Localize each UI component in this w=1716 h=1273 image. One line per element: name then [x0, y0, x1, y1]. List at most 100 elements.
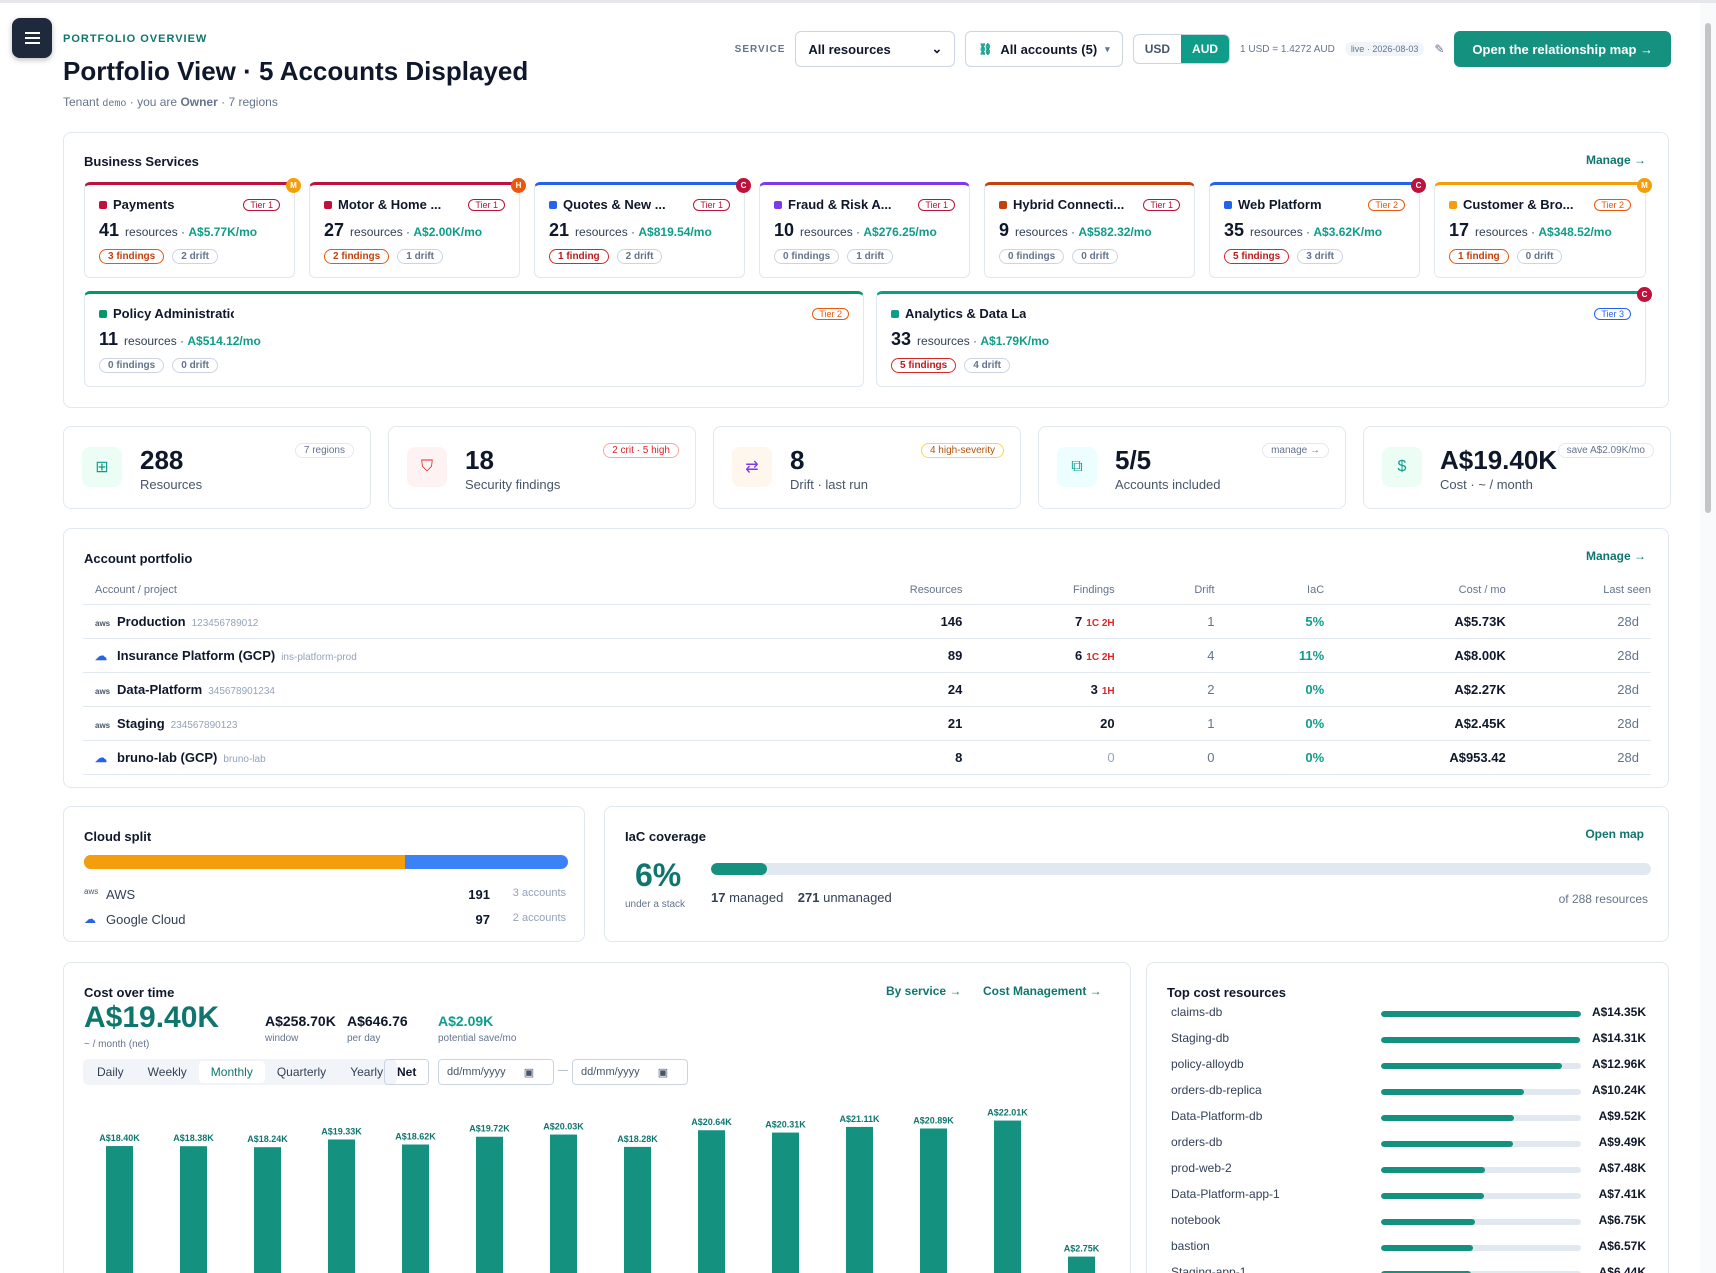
cost-management-link[interactable]: Cost Management →	[983, 984, 1102, 998]
period-tab-weekly[interactable]: Weekly	[147, 1065, 187, 1079]
cost-bar[interactable]	[328, 1139, 355, 1273]
cost-bar[interactable]	[624, 1146, 651, 1273]
open-map-link[interactable]: Open map	[1585, 827, 1644, 841]
by-service-link[interactable]: By service →	[886, 984, 962, 998]
column-header[interactable]: Findings	[962, 576, 1115, 605]
period-tab-daily[interactable]: Daily	[97, 1065, 124, 1079]
cost-bar[interactable]	[846, 1126, 873, 1273]
table-row[interactable]: aws Data-Platform 345678901234 24 3 1H 2 0% A$2.…	[83, 672, 1651, 707]
top-cost-name[interactable]: Data-Platform-app-1	[1171, 1187, 1280, 1201]
service-card[interactable]: Payments Tier 1 41 resources · A$5.77K/mo 3 …	[84, 178, 301, 278]
menu-button[interactable]	[12, 18, 52, 58]
stat-card[interactable]: $ A$19.40K Cost · ~ / month save A$2.09K/mo	[1363, 426, 1671, 509]
account-name[interactable]: Production	[117, 613, 186, 629]
drift-pill[interactable]: 0 drift	[1072, 249, 1119, 264]
top-cost-name[interactable]: bastion	[1171, 1239, 1210, 1253]
table-row[interactable]: ☁ bruno-lab (GCP) bruno-lab 8 0 0 0% A$953.42 28…	[83, 740, 1651, 775]
open-map-button[interactable]: Open the relationship map →	[1454, 31, 1671, 67]
currency-usd[interactable]: USD	[1144, 42, 1171, 56]
cost-bar[interactable]	[920, 1128, 947, 1273]
top-cost-name[interactable]: Data-Platform-db	[1171, 1109, 1263, 1123]
cost-bar[interactable]	[698, 1130, 725, 1273]
cloud-accounts: 3 accounts	[512, 887, 566, 899]
drift-pill[interactable]: 0 drift	[172, 358, 219, 373]
cost-bar[interactable]	[476, 1136, 503, 1273]
start-date-input[interactable]: dd/mm/yyyy ▣	[438, 1059, 554, 1085]
stat-card[interactable]: ⊞ 288 Resources 7 regions	[63, 426, 371, 509]
column-header[interactable]: Drift	[1114, 576, 1215, 605]
service-select[interactable]: All resources ⌄	[795, 31, 956, 67]
cost-bar[interactable]	[180, 1146, 207, 1273]
table-row[interactable]: aws Staging 234567890123 21 20 1 0% A$2.45K 28d	[83, 706, 1651, 741]
column-header[interactable]: Account / project	[83, 576, 871, 605]
drift-pill[interactable]: 1 drift	[847, 249, 894, 264]
cost-bar[interactable]	[402, 1144, 429, 1273]
stat-card[interactable]: ⇄ 8 Drift · last run 4 high-severity	[713, 426, 1021, 509]
findings-pill[interactable]: 0 findings	[99, 358, 165, 373]
accounts-select[interactable]: ⛓ All accounts (5) ▾	[965, 31, 1123, 67]
period-tab-monthly[interactable]: Monthly	[198, 1061, 265, 1083]
drift-pill[interactable]: 3 drift	[1297, 249, 1344, 264]
top-cost-name[interactable]: orders-db	[1171, 1135, 1223, 1149]
cost-bar[interactable]	[994, 1120, 1021, 1273]
column-header[interactable]: Resources	[870, 576, 963, 605]
period-tab-quarterly[interactable]: Quarterly	[276, 1065, 327, 1079]
findings-pill[interactable]: 0 findings	[774, 249, 840, 264]
findings-pill[interactable]: 5 findings	[891, 358, 957, 373]
service-card[interactable]: Quotes & New ... Tier 1 21 resources · A$81…	[534, 178, 751, 278]
service-card[interactable]: Customer & Bro... Tier 2 17 resources · A$3…	[1434, 178, 1652, 278]
cost-bar[interactable]	[772, 1132, 799, 1273]
column-header[interactable]: IaC	[1214, 576, 1325, 605]
top-cost-name[interactable]: Staging-db	[1171, 1031, 1230, 1045]
findings-pill[interactable]: 0 findings	[999, 249, 1065, 264]
service-resources: 33 resources · A$1.79K/mo	[891, 329, 1050, 349]
cost-bar[interactable]	[254, 1147, 281, 1273]
service-card[interactable]: Hybrid Connecti... Tier 1 9 resources · A$5…	[984, 182, 1195, 278]
findings-pill[interactable]: 1 finding	[549, 249, 609, 264]
account-name[interactable]: bruno-lab (GCP)	[117, 749, 218, 765]
cost-bar[interactable]	[1068, 1256, 1095, 1273]
drift-pill[interactable]: 0 drift	[1516, 249, 1563, 264]
drift-pill[interactable]: 1 drift	[397, 249, 444, 264]
service-card[interactable]: Web Platform Tier 2 35 resources · A$3.62K/…	[1209, 178, 1426, 278]
column-header[interactable]: Cost / mo	[1324, 576, 1506, 605]
edit-icon[interactable]: ✎	[1434, 42, 1445, 56]
top-cost-name[interactable]: claims-db	[1171, 1005, 1223, 1019]
findings-pill[interactable]: 2 findings	[324, 249, 390, 264]
findings-pill[interactable]: 3 findings	[99, 249, 165, 264]
stat-card[interactable]: ⛉ 18 Security findings 2 crit · 5 high	[388, 426, 696, 509]
account-name[interactable]: Insurance Platform (GCP)	[117, 647, 276, 663]
top-cost-name[interactable]: policy-alloydb	[1171, 1057, 1244, 1071]
manage-services-link[interactable]: Manage →	[1585, 153, 1646, 167]
stat-chip[interactable]: manage →	[1262, 443, 1329, 458]
scrollbar[interactable]	[1700, 3, 1716, 1273]
account-name[interactable]: Staging	[117, 715, 165, 731]
findings-pill[interactable]: 5 findings	[1224, 249, 1290, 264]
gcp-icon: ☁	[95, 750, 107, 765]
stat-card[interactable]: ⧉ 5/5 Accounts included manage →	[1038, 426, 1346, 509]
findings-pill[interactable]: 1 finding	[1449, 249, 1509, 264]
top-cost-name[interactable]: prod-web-2	[1171, 1161, 1232, 1175]
column-header[interactable]: Last seen	[1505, 576, 1651, 605]
end-date-input[interactable]: dd/mm/yyyy ▣	[572, 1059, 688, 1085]
manage-accounts-link[interactable]: Manage →	[1585, 549, 1646, 563]
drift-pill[interactable]: 2 drift	[616, 249, 663, 264]
cost-bar[interactable]	[106, 1146, 133, 1273]
account-name[interactable]: Data-Platform	[117, 681, 203, 697]
currency-aud[interactable]: AUD	[1181, 35, 1230, 63]
top-cost-name[interactable]: notebook	[1171, 1213, 1221, 1227]
period-tab-yearly[interactable]: Yearly	[350, 1065, 384, 1079]
drift-pill[interactable]: 4 drift	[964, 358, 1011, 373]
scrollbar-thumb[interactable]	[1705, 23, 1711, 513]
top-cost-name[interactable]: Staging-app-1	[1171, 1265, 1247, 1273]
service-card[interactable]: Policy Administration Tier 2 11 resources ·…	[84, 291, 864, 387]
net-toggle[interactable]: Net	[384, 1059, 430, 1085]
service-card[interactable]: Fraud & Risk A... Tier 1 10 resources · A$2…	[759, 182, 970, 278]
table-row[interactable]: aws Production 123456789012 146 7 1C 2H 1 5% A$5…	[83, 604, 1651, 639]
top-cost-name[interactable]: orders-db-replica	[1171, 1083, 1262, 1097]
table-row[interactable]: ☁ Insurance Platform (GCP) ins-platform-pr…	[83, 638, 1651, 673]
drift-pill[interactable]: 2 drift	[172, 249, 219, 264]
cost-bar[interactable]	[550, 1134, 577, 1273]
service-card[interactable]: Motor & Home ... Tier 1 27 resources · A$2.…	[309, 178, 526, 278]
